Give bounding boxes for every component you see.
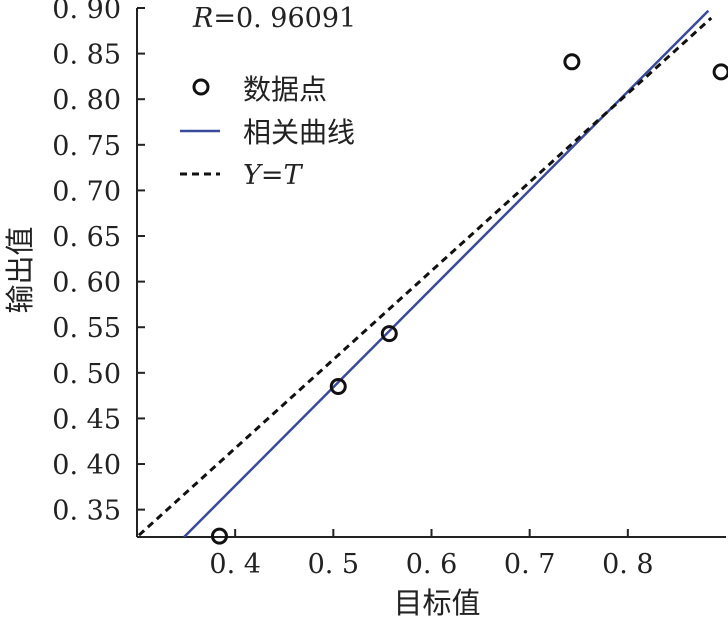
x-tick-label: 0. 6 — [406, 549, 458, 580]
y-tick-label: 0. 60 — [52, 268, 121, 299]
legend-marker-data-points — [192, 78, 210, 96]
y-tick-label: 0. 80 — [52, 85, 121, 116]
y-tick-label: 0. 55 — [52, 313, 121, 344]
y-tick-label: 0. 65 — [52, 222, 121, 253]
axes — [136, 7, 726, 538]
y-tick-label: 0. 40 — [52, 450, 121, 481]
annotation-value: =0. 96091 — [213, 3, 356, 34]
data-point — [329, 378, 347, 396]
y-axis-title: 输出值 — [3, 226, 37, 313]
x-tick-label: 0. 7 — [504, 549, 556, 580]
data-point — [210, 527, 228, 545]
data-point — [712, 63, 728, 81]
legend-identity-t: T — [283, 160, 303, 191]
legend-label-fit: 相关曲线 — [243, 116, 355, 149]
y-tick-label: 0. 50 — [52, 359, 121, 390]
legend-identity-y: Y — [243, 160, 263, 191]
y-tick-label: 0. 75 — [52, 131, 121, 162]
data-point — [563, 53, 581, 71]
data-point — [380, 325, 398, 343]
legend-identity-eq: = — [261, 160, 284, 191]
x-axis-title: 目标值 — [393, 586, 480, 620]
y-tick-label: 0. 70 — [52, 176, 121, 207]
x-tick-label: 0. 5 — [308, 549, 360, 580]
identity-line — [137, 16, 713, 537]
x-tick-label: 0. 8 — [602, 549, 654, 580]
legend-label-data-points: 数据点 — [243, 73, 327, 106]
y-tick-label: 0. 35 — [52, 496, 121, 527]
legend: 数据点 相关曲线 Y=T — [180, 73, 355, 191]
correlation-annotation: R=0. 96091 — [192, 3, 356, 34]
legend-label-identity: Y=T — [243, 160, 303, 191]
tick-labels: 0. 4 0. 5 0. 6 0. 7 0. 8 0. 35 0. 40 0. 45 0. 50… — [52, 0, 653, 580]
y-tick-label: 0. 45 — [52, 404, 121, 435]
annotation-var: R — [192, 3, 213, 34]
plot-area — [137, 9, 728, 545]
y-tick-label: 0. 85 — [52, 40, 121, 71]
x-tick-label: 0. 4 — [209, 549, 261, 580]
y-tick-label: 0. 90 — [52, 0, 121, 25]
